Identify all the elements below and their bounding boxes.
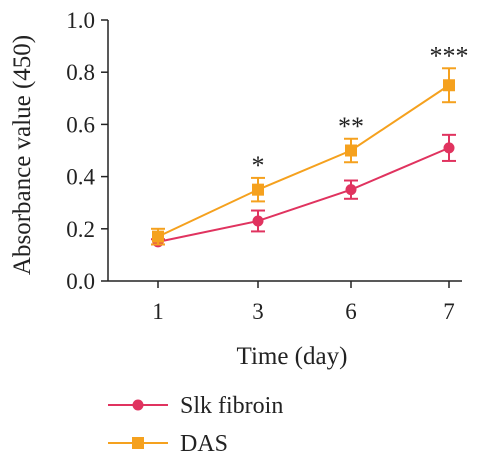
legend-label: Slk fibroin bbox=[180, 393, 283, 419]
data-point bbox=[345, 184, 357, 196]
significance-mark: ** bbox=[338, 112, 364, 141]
data-point bbox=[252, 215, 264, 227]
data-point bbox=[252, 183, 264, 196]
data-point bbox=[443, 142, 455, 154]
legend-marker bbox=[132, 437, 144, 449]
legend-marker bbox=[132, 399, 144, 411]
x-tick-label: 6 bbox=[345, 299, 357, 324]
y-tick-label: 0.4 bbox=[66, 165, 95, 190]
series-das bbox=[151, 67, 456, 246]
significance-mark: *** bbox=[430, 41, 469, 70]
legend: Slk fibroin DAS bbox=[108, 393, 283, 457]
series-line bbox=[157, 84, 450, 238]
legend-item: DAS bbox=[108, 431, 228, 457]
legend-label: DAS bbox=[180, 431, 228, 457]
legend-item: Slk fibroin bbox=[108, 393, 283, 419]
y-tick-label: 1.0 bbox=[66, 8, 95, 33]
series-layer bbox=[151, 67, 456, 248]
data-point bbox=[345, 144, 357, 157]
annotation-layer: ****** bbox=[252, 41, 469, 180]
data-point bbox=[152, 230, 164, 243]
y-axis-label: Absorbance value (450) bbox=[9, 35, 36, 275]
x-tick-label: 1 bbox=[152, 299, 164, 324]
series-line bbox=[157, 146, 450, 243]
axes: 0.0 0.2 0.4 0.6 0.8 1.0 1 3 6 7 bbox=[66, 8, 462, 324]
x-tick-label: 3 bbox=[252, 299, 264, 324]
x-tick-label: 7 bbox=[443, 299, 455, 324]
x-axis-label: Time (day) bbox=[237, 343, 348, 370]
y-tick-label: 0.2 bbox=[66, 217, 95, 242]
significance-mark: * bbox=[252, 151, 265, 180]
series-silk-fibroin bbox=[151, 133, 456, 248]
y-tick-label: 0.8 bbox=[66, 60, 95, 85]
y-tick-label: 0.0 bbox=[66, 269, 95, 294]
data-point bbox=[443, 79, 455, 92]
y-tick-label: 0.6 bbox=[66, 112, 95, 137]
